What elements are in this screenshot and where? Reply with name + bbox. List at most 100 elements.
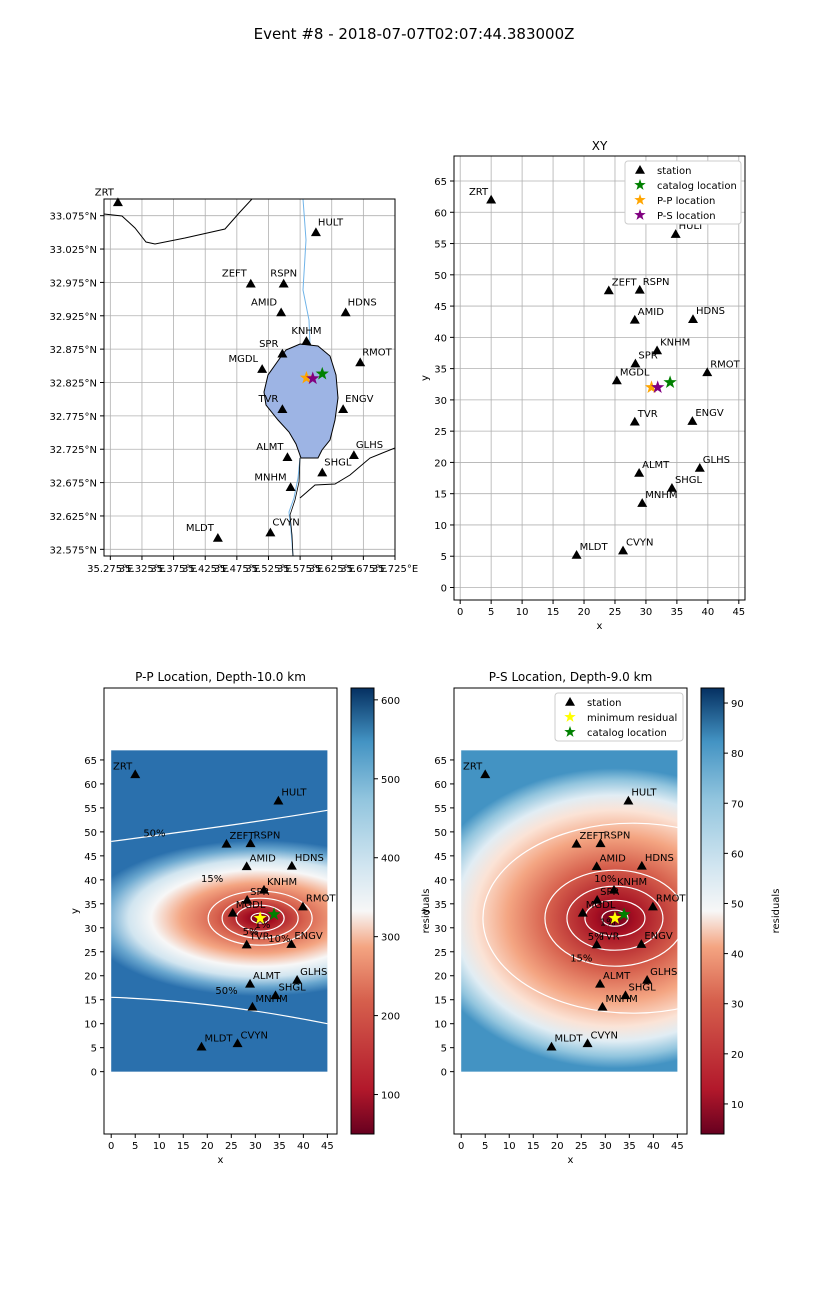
pp_plot-station-label: MGDL (236, 900, 266, 911)
ps_plot-ytick-label: 25 (434, 948, 447, 959)
xy-ytick-label: 40 (434, 333, 447, 344)
xy-station-marker (634, 468, 645, 477)
xy-xtick-label: 40 (701, 607, 714, 618)
map-station-marker (310, 227, 321, 237)
pp_plot-ytick-label: 45 (84, 852, 97, 863)
map-station-label: SPR (259, 339, 278, 350)
map-xtick-label: 35.275°E (87, 564, 133, 575)
pp_plot-station-marker (258, 884, 269, 894)
map-station-marker (340, 307, 351, 317)
ps_plot-ytick-label: 40 (434, 876, 447, 887)
ps_plot-station-label: ALMT (603, 971, 631, 982)
ps_plot-ytick-label: 0 (441, 1068, 447, 1079)
pp_plot-station-marker (130, 769, 141, 779)
pp_plot-contour-line (111, 809, 328, 843)
xy-xtick-label: 35 (671, 607, 684, 618)
xy-ytick-label: 15 (434, 490, 447, 501)
xy-legend-station-icon (635, 165, 645, 174)
ps_plot-station-marker (620, 990, 631, 1000)
pp_plot-station-label: KNHM (267, 877, 297, 888)
ps_plot-xtick-label: 35 (623, 1141, 636, 1152)
pp_plot-colorbar-bar (350, 687, 375, 1135)
ps_plot-station-label: ZRT (463, 761, 483, 772)
ps_plot-station-marker (480, 769, 491, 779)
map-ytick-label: 32.675°N (50, 479, 97, 490)
ps_plot-legend-entry: station (587, 698, 621, 709)
pp_plot-contour-label: 50% (143, 829, 165, 840)
xy-station-label: GLHS (703, 455, 730, 466)
map-station-marker (276, 307, 287, 317)
xy-station-label: MGDL (620, 368, 650, 379)
pp_plot-ytick-label: 10 (84, 1020, 97, 1031)
xy-xtick-label: 15 (547, 607, 560, 618)
xy-station-label: KNHM (660, 337, 690, 348)
pp_plot-colorbar-tick-label: 300 (381, 933, 400, 944)
pp_plot-contour-line (207, 890, 313, 946)
ps_plot-contours (482, 822, 784, 1014)
map-station-marker (112, 197, 123, 207)
pp_plot-contour-label: 10% (268, 934, 290, 945)
map-xtick-label: 35.625°E (309, 564, 355, 575)
ps_plot-legend-station-icon (565, 697, 575, 706)
ps_plot-ytick-label: 55 (434, 804, 447, 815)
map-station-label: HULT (318, 217, 344, 228)
map-ytick-label: 32.775°N (50, 412, 97, 423)
pp-location-panel: 50% 15% 10% 5%1% 50% P-P Location, Depth-10.0… (70, 670, 432, 1166)
xy-station-marker (634, 284, 645, 294)
ps_plot-xtick-label: 40 (647, 1141, 660, 1152)
pp_plot-station-marker (196, 1041, 207, 1051)
xy-station-label: SPR (638, 351, 657, 362)
map-xtick-label: 35.725°E (372, 564, 418, 575)
xy-station-label: ENGV (695, 408, 724, 419)
map-station-label: CVYN (272, 518, 299, 529)
pp_plot-station-marker (245, 978, 256, 988)
ps_plot-colorbar-tick-label: 80 (731, 749, 744, 760)
pp_plot-station-label: HULT (281, 788, 307, 799)
pp_plot-station-label: RSPN (254, 830, 281, 841)
map-xtick-label: 35.325°E (119, 564, 165, 575)
map-station-label: ZRT (95, 187, 115, 198)
ps_plot-contour-line (601, 909, 629, 927)
xy-title: XY (592, 139, 608, 153)
map-station-label: RMOT (362, 347, 392, 358)
ps_plot-ytick-label: 30 (434, 924, 447, 935)
pp_plot-colorbar-tick-label: 500 (381, 775, 400, 786)
pp_plot-xtick-label: 40 (297, 1141, 310, 1152)
pp_plot-station-label: MLDT (205, 1034, 234, 1045)
ps_plot-ytick-label: 65 (434, 756, 447, 767)
ps_plot-colorbar-tick-label: 10 (731, 1100, 744, 1111)
xy-station-label: ALMT (642, 460, 670, 471)
map-station-label: RSPN (270, 269, 297, 280)
xy-legend-star-icon (634, 179, 646, 190)
xy-catalog-location-marker (663, 375, 677, 389)
xy-xtick-label: 0 (457, 607, 463, 618)
map-xtick-label: 35.375°E (150, 564, 196, 575)
xy-station-label: RMOT (710, 359, 740, 370)
map-ytick-label: 32.975°N (50, 278, 97, 289)
pp_plot-station-marker (227, 907, 238, 917)
ps_plot-xtick-label: 25 (575, 1141, 588, 1152)
ps_plot-legend-star-icon (564, 726, 576, 737)
pp_plot-colorbar-tick-label: 200 (381, 1012, 400, 1023)
pp_plot-residual-heatmap (111, 750, 328, 1072)
xy-ytick-label: 5 (441, 552, 447, 563)
map-xtick-label: 35.425°E (182, 564, 228, 575)
ps_plot-legend: station minimum residual catalog location (554, 692, 684, 742)
ps_plot-ytick-label: 10 (434, 1020, 447, 1031)
ps_plot-colorbar-tick-label: 20 (731, 1050, 744, 1061)
map-station-marker (282, 452, 293, 461)
xy-xtick-label: 20 (578, 607, 591, 618)
ps_plot-colorbar-tick-label: 60 (731, 849, 744, 860)
xy-frame (453, 155, 746, 601)
pp_plot-colorbar-label: residuals (421, 889, 432, 934)
xy-xtick-label: 10 (516, 607, 529, 618)
map-station-label: MLDT (186, 523, 215, 534)
ps_plot-station-marker (577, 907, 588, 917)
map-station-marker (285, 482, 296, 492)
xy-xtick-label: 45 (732, 607, 745, 618)
ps_plot-station-marker (608, 884, 619, 894)
xy-legend: station catalog location P-P location P-S l… (624, 160, 742, 225)
xy-station-marker (603, 285, 614, 295)
